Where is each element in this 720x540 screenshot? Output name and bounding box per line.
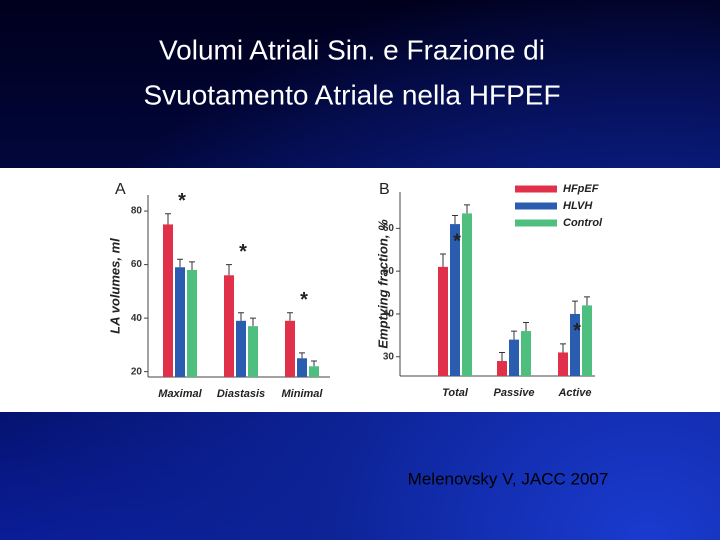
bar [224, 275, 234, 377]
error-bar [464, 204, 470, 214]
annotation: * [573, 320, 581, 342]
bar [570, 313, 580, 376]
y-tick-label: 40 [383, 309, 395, 320]
x-tick-label: Diastasis [217, 388, 265, 400]
error-bar [523, 322, 529, 332]
bar [497, 361, 507, 376]
error-bar [511, 330, 517, 340]
bar [450, 224, 460, 376]
annotation: * [453, 230, 461, 252]
legend-swatch [515, 202, 557, 210]
y-tick-label: 60 [131, 259, 143, 270]
x-tick-label: Minimal [282, 388, 324, 400]
panel-label: A [115, 181, 126, 198]
legend-label: HFpEF [563, 183, 599, 195]
y-tick-label: 50 [383, 266, 395, 277]
bar [236, 320, 246, 377]
y-tick-label: 60 [383, 223, 395, 234]
bar [509, 339, 519, 376]
error-bar [226, 264, 232, 276]
y-tick-label: 80 [131, 206, 143, 217]
legend-swatch [515, 185, 557, 193]
error-bar [299, 352, 305, 359]
x-tick-label: Maximal [158, 388, 202, 400]
bar [309, 366, 319, 377]
error-bar [250, 317, 256, 327]
panel-label: B [379, 181, 390, 198]
error-bar [311, 360, 317, 367]
bar [521, 331, 531, 376]
error-bar [287, 312, 293, 321]
legend-label: HLVH [563, 200, 593, 212]
bar [175, 267, 185, 377]
error-bar [584, 296, 590, 306]
bar [462, 213, 472, 376]
figure-panel [0, 168, 720, 412]
error-bar [560, 343, 566, 353]
y-axis-label: Emptying fraction, % [375, 219, 390, 349]
error-bar [452, 215, 458, 225]
bar [187, 269, 197, 377]
error-bar [499, 351, 505, 362]
bar [248, 326, 258, 377]
x-tick-label: Total [442, 387, 469, 399]
slide-title: Volumi Atriali Sin. e Frazione di [159, 34, 545, 65]
bar [297, 358, 307, 377]
slide-title: Svuotamento Atriale nella HFPEF [143, 79, 560, 110]
error-bar [189, 261, 195, 270]
y-axis-label: LA volumes, ml [107, 238, 122, 334]
bar [285, 320, 295, 377]
annotation: * [239, 241, 247, 263]
error-bar [238, 312, 244, 321]
y-tick-label: 20 [131, 366, 143, 377]
error-bar [165, 213, 171, 225]
legend-swatch [515, 219, 557, 227]
bar [558, 352, 568, 376]
bar [163, 224, 173, 377]
error-bar [440, 253, 446, 267]
y-tick-label: 30 [383, 351, 395, 362]
legend-label: Control [563, 217, 603, 229]
annotation: * [178, 190, 186, 212]
y-tick-label: 40 [131, 313, 143, 324]
x-tick-label: Active [557, 387, 591, 399]
bar [438, 266, 448, 376]
citation: Melenovsky V, JACC 2007 [408, 469, 609, 488]
annotation: * [300, 289, 308, 311]
x-tick-label: Passive [494, 387, 535, 399]
error-bar [177, 258, 183, 268]
bar [582, 305, 592, 376]
error-bar [572, 300, 578, 314]
